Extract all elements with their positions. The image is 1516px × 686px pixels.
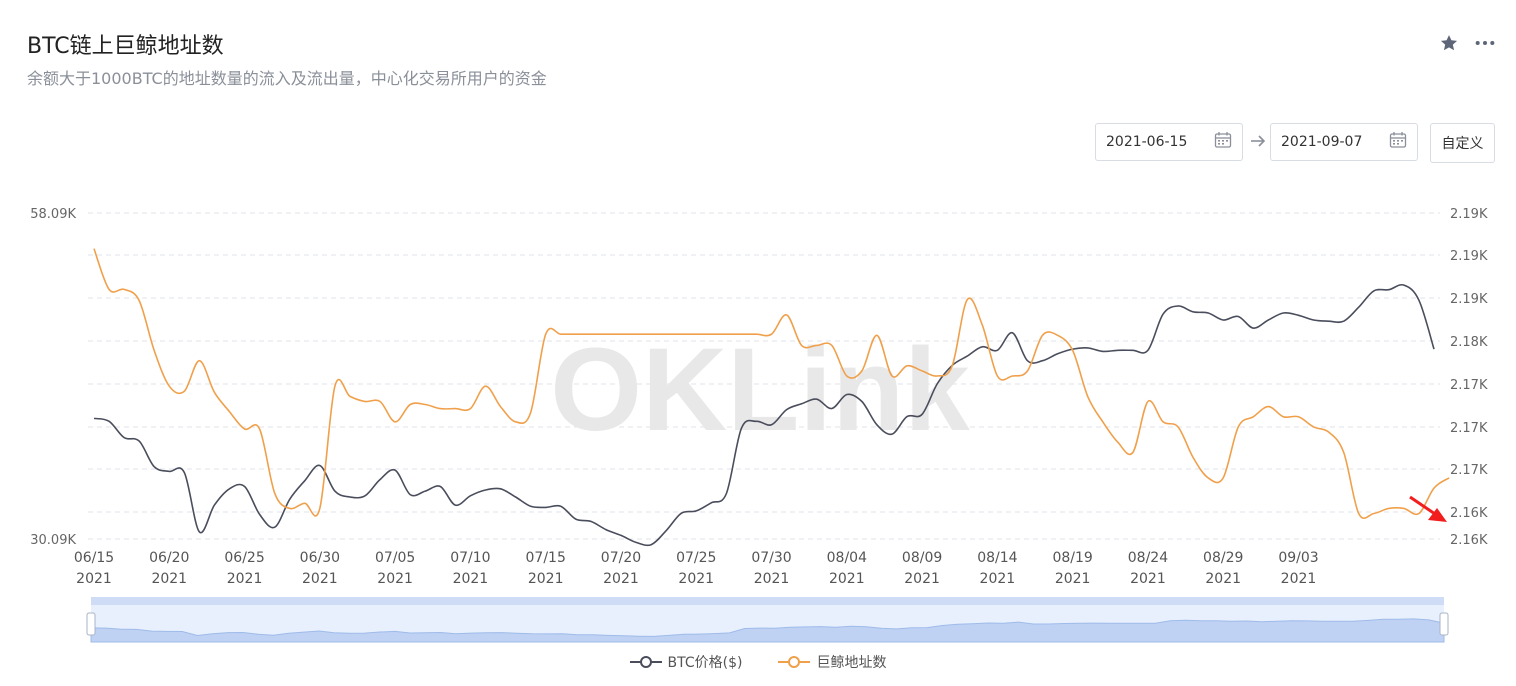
chart-area: OKLink 58.09K 30.09K 2.19K 2.19K 2.19K 2.18K… bbox=[30, 207, 1488, 643]
x-tick-year: 2021 bbox=[302, 571, 338, 587]
legend-btc-label: BTC价格($) bbox=[667, 655, 743, 671]
page-subtitle: 余额大于1000BTC的地址数量的流入及流出量，中心化交易所用户的资金 bbox=[27, 69, 547, 88]
x-tick-year: 2021 bbox=[453, 571, 489, 587]
range-navigator[interactable] bbox=[86, 597, 1449, 643]
y-right-tick-label: 2.16K bbox=[1450, 506, 1488, 521]
x-tick-label: 07/05 bbox=[375, 550, 415, 566]
x-tick-year: 2021 bbox=[1281, 571, 1317, 587]
x-tick-year: 2021 bbox=[1055, 571, 1091, 587]
red-arrow-head bbox=[1428, 508, 1447, 522]
navigator-area bbox=[90, 618, 1445, 643]
y-left-tick-label: 58.09K bbox=[30, 207, 76, 222]
x-tick-label: 08/24 bbox=[1128, 550, 1168, 566]
x-tick-label: 08/29 bbox=[1203, 550, 1243, 566]
legend-btc[interactable]: BTC价格($) bbox=[629, 652, 743, 672]
star-icon[interactable] bbox=[1438, 32, 1460, 54]
end-date-value: 2021-09-07 bbox=[1281, 134, 1363, 150]
legend-whale-label: 巨鲸地址数 bbox=[816, 655, 887, 671]
y-axis-left: 58.09K 30.09K bbox=[30, 207, 76, 548]
start-date-value: 2021-06-15 bbox=[1106, 134, 1188, 150]
calendar-icon bbox=[1389, 131, 1407, 153]
x-tick-label: 06/15 bbox=[74, 550, 114, 566]
y-right-tick-label: 2.17K bbox=[1450, 463, 1488, 478]
navigator-handle[interactable] bbox=[1439, 612, 1449, 636]
x-tick-year: 2021 bbox=[1205, 571, 1241, 587]
y-right-tick-label: 2.19K bbox=[1450, 249, 1488, 264]
x-tick-year: 2021 bbox=[377, 571, 413, 587]
x-tick-label: 09/03 bbox=[1278, 550, 1318, 566]
x-tick-label: 08/14 bbox=[977, 550, 1017, 566]
start-date-input[interactable]: 2021-06-15 bbox=[1095, 123, 1243, 161]
y-right-tick-label: 2.17K bbox=[1450, 421, 1488, 436]
x-tick-label: 08/09 bbox=[902, 550, 942, 566]
y-right-tick-label: 2.18K bbox=[1450, 335, 1488, 350]
red-arrow-annotation bbox=[1409, 495, 1447, 522]
navigator-handle[interactable] bbox=[86, 612, 96, 636]
series-whale-line bbox=[93, 248, 1450, 520]
x-tick-label: 07/25 bbox=[676, 550, 716, 566]
x-tick-label: 08/04 bbox=[827, 550, 867, 566]
series-lines bbox=[93, 248, 1450, 547]
x-tick-label: 08/19 bbox=[1052, 550, 1092, 566]
x-tick-year: 2021 bbox=[904, 571, 940, 587]
series-btc-line bbox=[93, 283, 1435, 547]
x-tick-year: 2021 bbox=[603, 571, 639, 587]
more-icon[interactable] bbox=[1474, 32, 1496, 54]
arrow-right-icon bbox=[1249, 131, 1267, 151]
x-tick-year: 2021 bbox=[754, 571, 790, 587]
x-tick-label: 06/30 bbox=[300, 550, 340, 566]
custom-range-button[interactable]: 自定义 bbox=[1430, 123, 1495, 163]
y-right-tick-label: 2.17K bbox=[1450, 378, 1488, 393]
x-tick-year: 2021 bbox=[151, 571, 187, 587]
x-tick-label: 07/15 bbox=[526, 550, 566, 566]
legend-whale[interactable]: 巨鲸地址数 bbox=[778, 652, 886, 672]
grid-lines bbox=[88, 212, 1440, 540]
y-right-tick-label: 2.19K bbox=[1450, 292, 1488, 307]
y-left-tick-label: 30.09K bbox=[30, 533, 76, 548]
x-axis: 06/15 2021 06/20 2021 06/25 2021 06/30 2021 07/0… bbox=[74, 550, 1319, 587]
legend: BTC价格($) 巨鲸地址数 bbox=[0, 652, 1516, 672]
header-actions bbox=[1438, 32, 1496, 54]
x-tick-year: 2021 bbox=[528, 571, 564, 587]
x-tick-year: 2021 bbox=[980, 571, 1016, 587]
x-tick-label: 07/30 bbox=[751, 550, 791, 566]
y-axis-right: 2.19K 2.19K 2.19K 2.18K 2.17K 2.17K 2.17K 2.16K… bbox=[1450, 207, 1488, 548]
x-tick-label: 06/25 bbox=[224, 550, 264, 566]
x-tick-label: 06/20 bbox=[149, 550, 189, 566]
x-tick-year: 2021 bbox=[1130, 571, 1166, 587]
end-date-input[interactable]: 2021-09-07 bbox=[1270, 123, 1418, 161]
y-right-tick-label: 2.16K bbox=[1450, 533, 1488, 548]
y-right-tick-label: 2.19K bbox=[1450, 207, 1488, 222]
page-title: BTC链上巨鲸地址数 bbox=[27, 34, 224, 59]
watermark: OKLink bbox=[550, 324, 970, 456]
x-tick-year: 2021 bbox=[227, 571, 263, 587]
calendar-icon bbox=[1214, 131, 1232, 153]
x-tick-year: 2021 bbox=[829, 571, 865, 587]
navigator-top-bar bbox=[91, 597, 1444, 605]
x-tick-year: 2021 bbox=[678, 571, 714, 587]
red-arrow-shaft bbox=[1409, 495, 1439, 518]
x-tick-label: 07/10 bbox=[450, 550, 490, 566]
x-tick-year: 2021 bbox=[76, 571, 112, 587]
x-tick-label: 07/20 bbox=[601, 550, 641, 566]
